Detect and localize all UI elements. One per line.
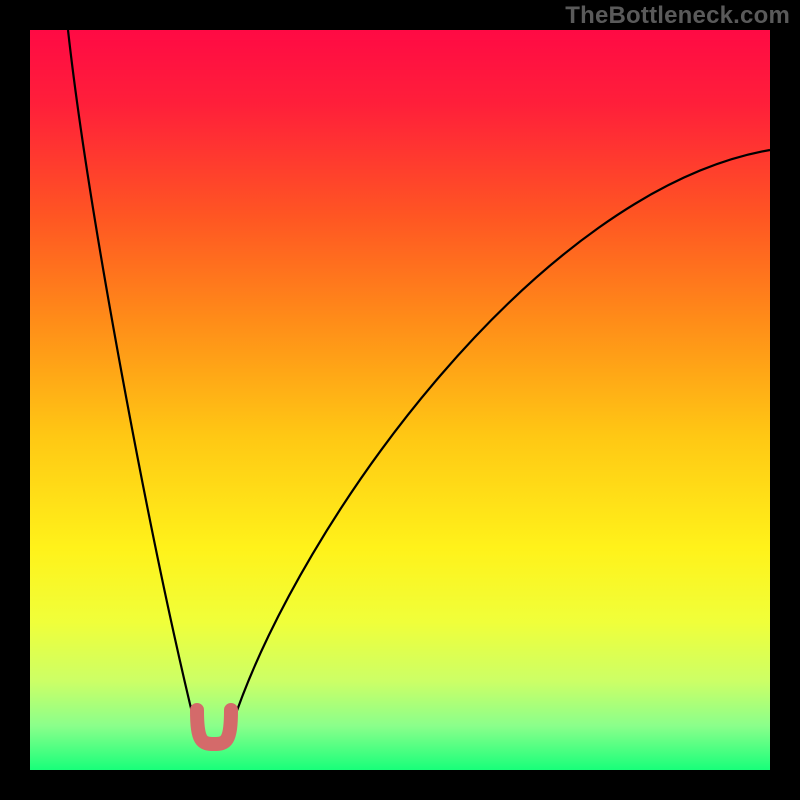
watermark-text: TheBottleneck.com [565, 2, 790, 30]
bottleneck-chart [0, 0, 800, 800]
chart-container: TheBottleneck.com [0, 0, 800, 800]
plot-background [30, 30, 770, 770]
